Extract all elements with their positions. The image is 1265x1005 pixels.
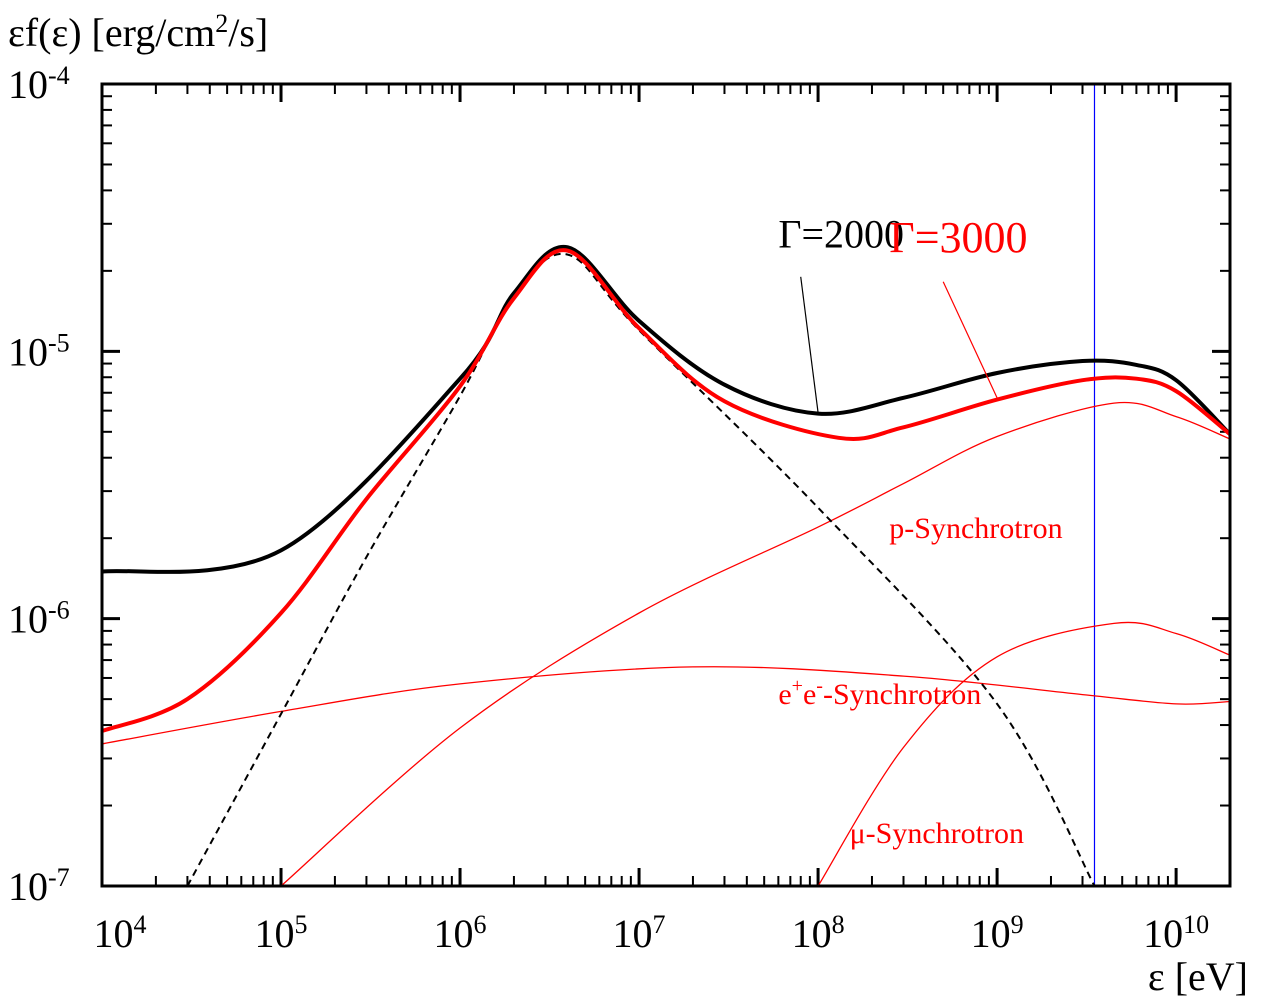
x-tick-label: 109 — [971, 910, 1024, 957]
x-tick-label: 108 — [792, 910, 845, 957]
y-axis-label: εf(ε) [erg/cm2/s] — [8, 9, 268, 56]
series-layer — [101, 84, 1232, 887]
y-axis-label-main: εf(ε) [erg/cm — [8, 10, 215, 55]
series-line — [101, 244, 1232, 574]
annotation-g3000: Γ=3000 — [889, 213, 1027, 262]
x-tick-label: 1010 — [1143, 910, 1209, 957]
annotation-psyn: p-Synchrotron — [889, 512, 1062, 545]
series-line — [101, 666, 1231, 745]
series-line — [101, 248, 1232, 733]
x-axis-label: ε [eV] — [1148, 954, 1248, 999]
y-tick-label: 10-6 — [8, 595, 70, 642]
annotation-musyn: μ-Synchrotron — [850, 817, 1024, 850]
tick-labels: 104 105 106 107 108 109 1010 10-7 10-6 10-5 10-4 — [8, 61, 1209, 957]
y-tick-label: 10-5 — [8, 328, 70, 375]
annotation-pointer — [942, 281, 998, 399]
plot-frame — [100, 82, 1232, 888]
y-tick-label: 10-7 — [8, 863, 70, 910]
y-tick-label: 10-4 — [8, 61, 70, 108]
axis-ticks — [100, 82, 1231, 888]
series-line — [186, 252, 1096, 887]
annotation-eesyn: e+e--Synchrotron — [778, 675, 981, 711]
x-tick-label: 106 — [434, 910, 487, 957]
series-line — [817, 621, 1231, 887]
y-axis-label-sup: 2 — [215, 9, 228, 38]
annotation-g2000: Γ=2000 — [778, 211, 904, 256]
annotation-pointer — [800, 276, 819, 413]
x-tick-label: 104 — [94, 910, 147, 957]
x-tick-label: 105 — [255, 910, 308, 957]
y-axis-label-tail: /s] — [228, 10, 268, 55]
series-line — [280, 401, 1231, 887]
x-tick-label: 107 — [613, 910, 666, 957]
